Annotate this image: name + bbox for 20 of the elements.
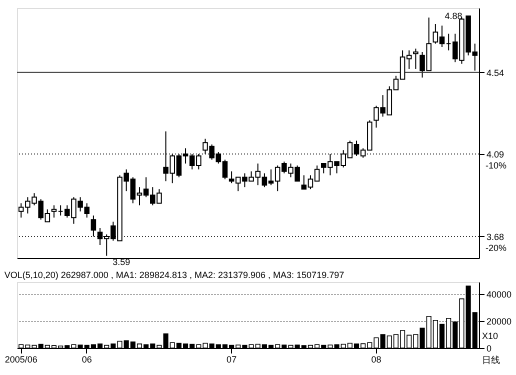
y-tick-label: 0: [486, 344, 492, 354]
y-tick-label: 20000: [486, 316, 512, 327]
y-tick-label: 4.54: [486, 68, 504, 78]
annotation: 4.88: [444, 10, 462, 21]
y-tick-label: 4.09: [486, 149, 504, 160]
candlestick: [413, 48, 418, 70]
annotation: 3.59: [112, 256, 130, 267]
x-tick-label: 2005/06: [4, 354, 38, 364]
x-tick-label: 06: [82, 354, 92, 364]
y2-tick-label: -20%: [486, 243, 507, 254]
y2-tick-label: -10%: [486, 160, 507, 171]
candlestick: [51, 204, 57, 218]
x-tick-label: 07: [226, 354, 237, 364]
text: 日线: [482, 355, 500, 365]
x-tick-label: 08: [371, 354, 382, 364]
text: X10: [482, 331, 498, 341]
y-tick-label: 3.68: [486, 232, 504, 242]
y-tick-label: 40000: [486, 290, 512, 300]
chart-title: VOL(5,10,20) 262987.000 , MA1: 289824.813 , MA2: 231379.906 , MA3: 150719.797: [4, 270, 344, 280]
candlestick: [90, 215, 96, 237]
